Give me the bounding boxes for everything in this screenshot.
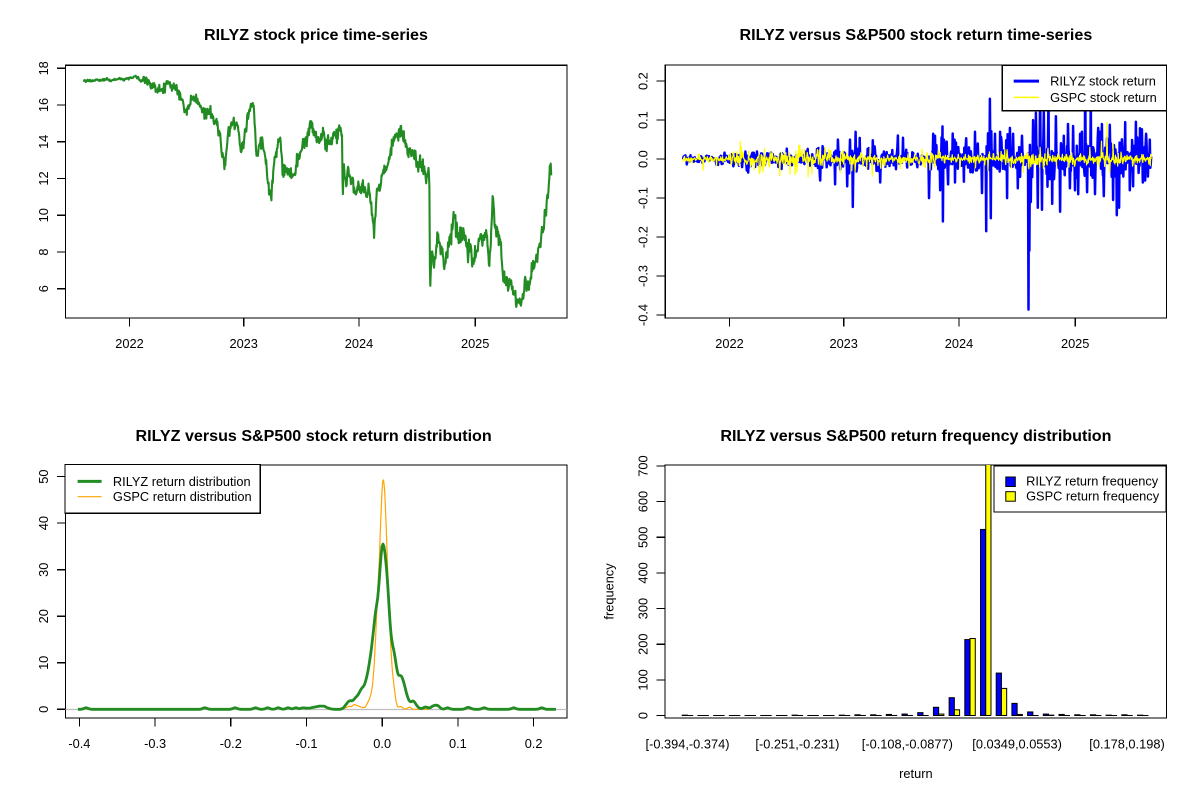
svg-text:14: 14: [36, 135, 51, 149]
svg-text:10: 10: [36, 208, 51, 222]
svg-text:-0.4: -0.4: [636, 304, 651, 326]
svg-text:[0.178,0.198): [0.178,0.198): [1089, 737, 1164, 752]
svg-text:0.0: 0.0: [373, 736, 391, 751]
svg-text:RILYZ stock price time-series: RILYZ stock price time-series: [204, 26, 428, 44]
svg-text:0.0: 0.0: [636, 150, 651, 168]
svg-text:[-0.108,-0.0877): [-0.108,-0.0877): [862, 737, 953, 752]
svg-text:RILYZ versus S&P500 stock retu: RILYZ versus S&P500 stock return time-se…: [740, 26, 1093, 44]
svg-text:100: 100: [636, 669, 651, 690]
svg-text:0: 0: [36, 706, 51, 713]
svg-text:2022: 2022: [715, 336, 743, 351]
svg-text:16: 16: [36, 98, 51, 112]
svg-text:RILYZ return distribution: RILYZ return distribution: [113, 474, 251, 489]
svg-text:GSPC return distribution: GSPC return distribution: [113, 489, 252, 504]
svg-text:-0.4: -0.4: [68, 736, 90, 751]
svg-text:RILYZ return frequency: RILYZ return frequency: [1026, 474, 1159, 489]
svg-text:8: 8: [36, 248, 51, 255]
svg-text:700: 700: [636, 455, 651, 476]
svg-text:0.1: 0.1: [636, 111, 651, 129]
svg-text:12: 12: [36, 171, 51, 185]
svg-text:2025: 2025: [461, 336, 489, 351]
svg-text:6: 6: [36, 285, 51, 292]
svg-text:20: 20: [36, 609, 51, 623]
svg-text:-0.1: -0.1: [295, 736, 317, 751]
svg-text:-0.2: -0.2: [636, 226, 651, 248]
svg-text:[-0.394,-0.374): [-0.394,-0.374): [646, 737, 730, 752]
svg-text:18: 18: [36, 61, 51, 75]
svg-text:GSPC return frequency: GSPC return frequency: [1026, 489, 1160, 504]
svg-text:[-0.251,-0.231): [-0.251,-0.231): [755, 737, 839, 752]
svg-text:-0.2: -0.2: [220, 736, 242, 751]
svg-text:2025: 2025: [1061, 336, 1089, 351]
svg-text:return: return: [899, 766, 932, 781]
svg-text:GSPC stock return: GSPC stock return: [1050, 90, 1157, 105]
svg-text:40: 40: [36, 516, 51, 530]
svg-text:30: 30: [36, 563, 51, 577]
svg-text:0: 0: [636, 712, 651, 719]
svg-text:2023: 2023: [829, 336, 857, 351]
svg-text:2024: 2024: [945, 336, 973, 351]
svg-text:200: 200: [636, 634, 651, 655]
svg-text:2023: 2023: [229, 336, 257, 351]
svg-text:-0.3: -0.3: [636, 265, 651, 287]
svg-text:0.2: 0.2: [525, 736, 543, 751]
svg-text:50: 50: [36, 469, 51, 483]
svg-text:300: 300: [636, 598, 651, 619]
svg-text:0.1: 0.1: [449, 736, 467, 751]
svg-text:2022: 2022: [115, 336, 143, 351]
svg-text:frequency: frequency: [602, 563, 617, 620]
svg-text:RILYZ stock return: RILYZ stock return: [1050, 74, 1156, 89]
svg-text:-0.3: -0.3: [144, 736, 166, 751]
svg-text:0.2: 0.2: [636, 72, 651, 90]
svg-text:10: 10: [36, 656, 51, 670]
svg-text:[0.0349,0.0553): [0.0349,0.0553): [972, 737, 1062, 752]
svg-text:500: 500: [636, 527, 651, 548]
svg-text:RILYZ versus S&P500 stock retu: RILYZ versus S&P500 stock return distrib…: [135, 427, 491, 445]
svg-text:400: 400: [636, 562, 651, 583]
svg-text:-0.1: -0.1: [636, 187, 651, 209]
svg-text:2024: 2024: [345, 336, 373, 351]
svg-text:600: 600: [636, 491, 651, 512]
svg-text:RILYZ versus S&P500 return fre: RILYZ versus S&P500 return frequency dis…: [720, 427, 1111, 445]
